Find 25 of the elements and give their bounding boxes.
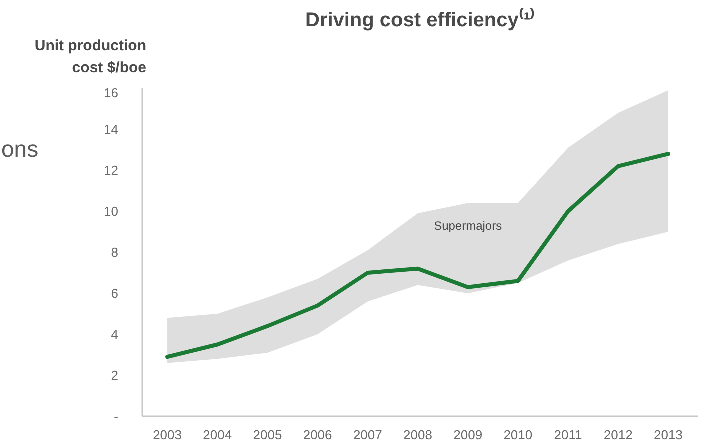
x-tick-label: 2006	[303, 428, 332, 442]
x-tick-label: 2004	[203, 428, 232, 442]
x-tick-label: 2005	[253, 428, 282, 442]
y-tick-label: 6	[111, 286, 119, 301]
y-tick-label: 8	[111, 245, 119, 260]
x-tick-label: 2009	[454, 428, 483, 442]
y-tick-label: 10	[104, 204, 119, 219]
y-tick-label: 4	[111, 327, 119, 342]
y-tick-label: -	[114, 409, 119, 424]
y-tick-label: 16	[104, 86, 119, 100]
y-axis-title: Unit production cost $/boe	[34, 38, 147, 77]
text: ons	[2, 136, 39, 162]
y-tick-label: 12	[104, 163, 119, 178]
x-tick-label: 2012	[604, 428, 633, 442]
line-series	[166, 152, 670, 360]
x-tick-label: 2007	[353, 428, 382, 442]
annotation: Supermajors	[434, 218, 502, 233]
x-tick-label: 2011	[554, 428, 582, 442]
y-tick-label: 2	[111, 368, 119, 383]
x-tick-label: 2008	[404, 428, 432, 442]
chart-title: Driving cost efficiency⁽¹⁾	[305, 8, 536, 32]
x-tick-label: 2003	[153, 428, 182, 442]
x-tick-label: 2010	[504, 428, 533, 442]
y-tick-label: 14	[104, 122, 119, 137]
x-tick-label: 2013	[654, 428, 683, 442]
